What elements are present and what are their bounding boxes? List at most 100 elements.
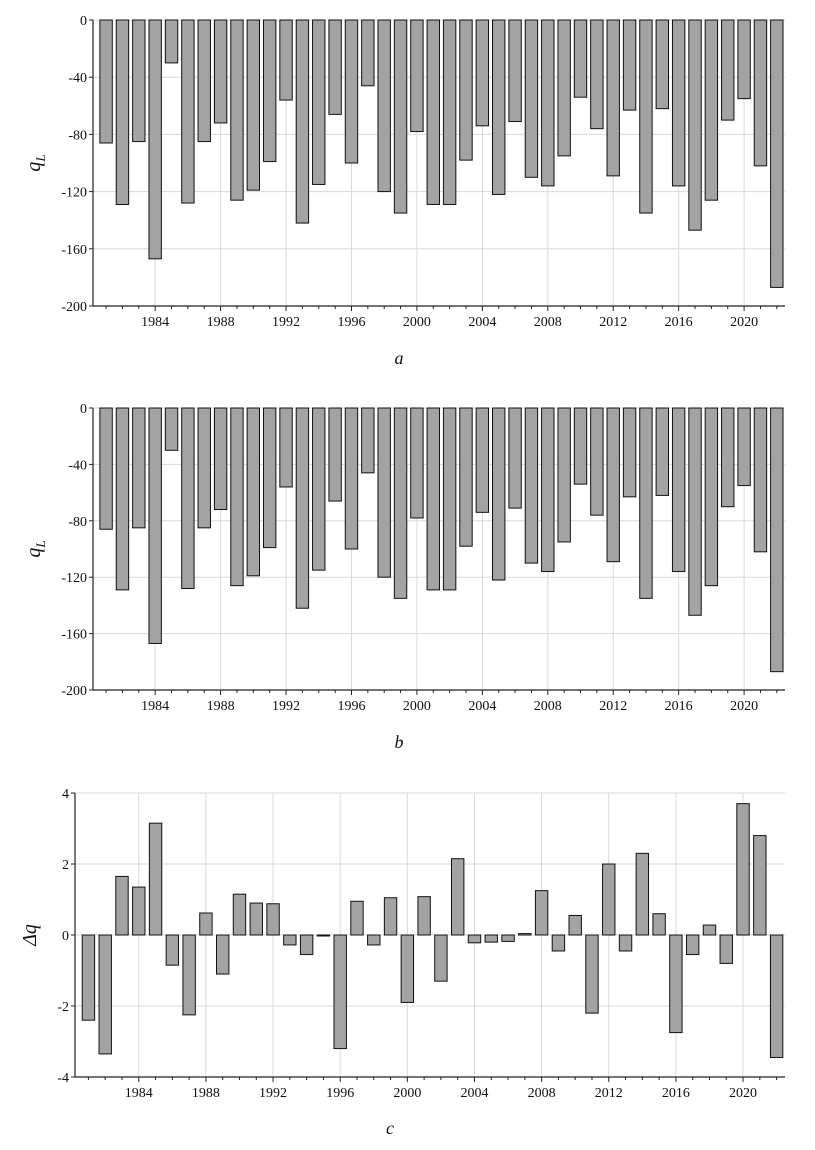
bar-1981 [81, 934, 96, 1021]
y-axis-label-main: Δq [19, 924, 41, 947]
bar-1995 [328, 407, 342, 502]
bar-2014 [639, 407, 653, 599]
bars-c [81, 803, 784, 1058]
bar-1989 [230, 407, 244, 587]
x-tick-label: 1996 [337, 699, 365, 714]
y-tick-label: -40 [68, 71, 87, 86]
panel-label: c [386, 1118, 394, 1138]
bar-1983 [115, 875, 129, 936]
bar-2012 [602, 863, 616, 936]
bar-1981 [99, 407, 113, 530]
y-tick-label: -40 [68, 458, 87, 473]
axes-b [89, 407, 785, 695]
x-tick-label: 1988 [207, 699, 235, 714]
bar-1985 [148, 822, 163, 936]
bar-1994 [299, 934, 314, 956]
y-axis-label-subscript: L [33, 540, 48, 548]
bar-1994 [312, 19, 326, 185]
y-tick-label: -2 [57, 1000, 69, 1015]
bar-2022 [770, 407, 784, 673]
labels-c: 4 2 0 -2 -4 1984 1988 1992 1996 2000 2004 2008 2012 2… [19, 787, 757, 1138]
bar-2021 [753, 19, 768, 167]
bar-2015 [655, 407, 670, 496]
x-tick-label: 1988 [192, 1086, 220, 1101]
x-tick-label: 1984 [141, 699, 169, 714]
x-tick-label: 2012 [599, 699, 627, 714]
bar-1986 [181, 19, 195, 204]
bar-1982 [115, 407, 130, 591]
bar-1988 [213, 19, 228, 124]
y-tick-label: 0 [62, 929, 69, 944]
bar-1999 [393, 19, 408, 214]
y-tick-label: -200 [61, 684, 87, 699]
bar-1987 [182, 934, 196, 1016]
bar-1997 [350, 900, 364, 936]
bar-2013 [622, 407, 637, 498]
y-tick-label: -160 [61, 243, 87, 258]
bar-2003 [450, 858, 465, 936]
bar-2015 [655, 19, 670, 110]
bar-2005 [484, 934, 498, 943]
bar-2018 [704, 19, 719, 201]
bar-2001 [426, 407, 440, 591]
bar-1988 [199, 912, 213, 936]
bar-2007 [518, 933, 532, 936]
bar-2006 [501, 934, 515, 942]
y-tick-label: -200 [61, 300, 87, 315]
x-tick-label: 2008 [534, 699, 562, 714]
y-tick-label: -80 [68, 515, 87, 530]
bar-2019 [721, 407, 735, 508]
x-tick-label: 1992 [272, 699, 300, 714]
x-tick-label: 1992 [272, 315, 300, 330]
bar-2009 [557, 407, 571, 543]
bar-1991 [262, 407, 277, 549]
x-tick-label: 2020 [730, 699, 758, 714]
y-tick-label: -4 [57, 1071, 69, 1086]
bar-1984 [132, 886, 146, 936]
bar-1985 [164, 19, 179, 64]
bar-1996 [344, 407, 359, 550]
bar-1989 [230, 19, 244, 201]
bar-1993 [295, 407, 310, 609]
bar-1982 [98, 934, 112, 1055]
bar-2002 [442, 407, 457, 591]
bar-2011 [585, 934, 599, 1014]
y-axis-label-main: q [23, 548, 45, 558]
bar-2014 [635, 852, 650, 936]
bar-2012 [606, 19, 620, 177]
bar-2017 [688, 407, 702, 616]
bar-2003 [459, 19, 473, 161]
x-tick-label: 2004 [468, 699, 496, 714]
bar-1997 [361, 407, 375, 474]
bar-2008 [541, 19, 555, 187]
y-axis-label-subscript: L [33, 154, 48, 162]
bar-1992 [279, 407, 293, 488]
bar-2020 [737, 407, 751, 487]
gridlines-c [75, 792, 785, 1078]
y-axis-label: qL [23, 540, 48, 557]
bar-1999 [383, 897, 398, 936]
x-tick-label: 1984 [141, 315, 169, 330]
x-tick-label: 2016 [665, 315, 693, 330]
bar-2016 [671, 19, 686, 187]
panel-label: b [395, 732, 404, 752]
bar-2008 [534, 890, 549, 936]
x-tick-label: 2004 [460, 1086, 488, 1101]
bar-1995 [328, 19, 342, 115]
bar-2022 [769, 934, 784, 1058]
bar-2022 [770, 19, 784, 288]
x-tick-label: 2008 [534, 315, 562, 330]
panel-a: 0 -40 -80 -120 -160 -200 1984 1988 1992 1996 2000 2… [23, 14, 785, 368]
bars-a [99, 19, 784, 288]
bar-1984 [148, 407, 162, 644]
y-tick-label: -120 [61, 571, 87, 586]
labels-b: 0 -40 -80 -120 -160 -200 1984 1988 1992 1996 2000 2… [23, 402, 758, 752]
bar-2011 [590, 407, 604, 516]
x-tick-label: 2016 [662, 1086, 690, 1101]
x-tick-label: 2012 [595, 1086, 623, 1101]
bar-1998 [367, 934, 381, 946]
bar-1993 [295, 19, 310, 224]
bar-1999 [393, 407, 408, 599]
labels-a: 0 -40 -80 -120 -160 -200 1984 1988 1992 1996 2000 2… [23, 14, 758, 368]
